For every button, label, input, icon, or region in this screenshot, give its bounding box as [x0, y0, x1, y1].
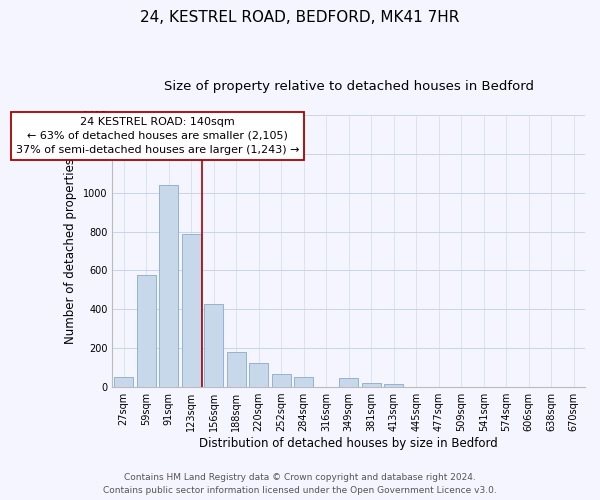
Bar	[227, 352, 246, 387]
Text: Contains HM Land Registry data © Crown copyright and database right 2024.
Contai: Contains HM Land Registry data © Crown c…	[103, 474, 497, 495]
X-axis label: Distribution of detached houses by size in Bedford: Distribution of detached houses by size …	[199, 437, 498, 450]
Title: Size of property relative to detached houses in Bedford: Size of property relative to detached ho…	[164, 80, 534, 93]
Bar	[204, 304, 223, 387]
Bar	[272, 374, 291, 387]
Bar	[137, 276, 156, 387]
Bar	[182, 234, 201, 387]
Bar	[159, 185, 178, 387]
Bar	[114, 378, 133, 387]
Bar	[362, 383, 381, 387]
Bar	[384, 384, 403, 387]
Text: 24, KESTREL ROAD, BEDFORD, MK41 7HR: 24, KESTREL ROAD, BEDFORD, MK41 7HR	[140, 10, 460, 25]
Text: 24 KESTREL ROAD: 140sqm
← 63% of detached houses are smaller (2,105)
37% of semi: 24 KESTREL ROAD: 140sqm ← 63% of detache…	[16, 116, 299, 156]
Y-axis label: Number of detached properties: Number of detached properties	[64, 158, 77, 344]
Bar	[339, 378, 358, 387]
Bar	[249, 363, 268, 387]
Bar	[294, 378, 313, 387]
